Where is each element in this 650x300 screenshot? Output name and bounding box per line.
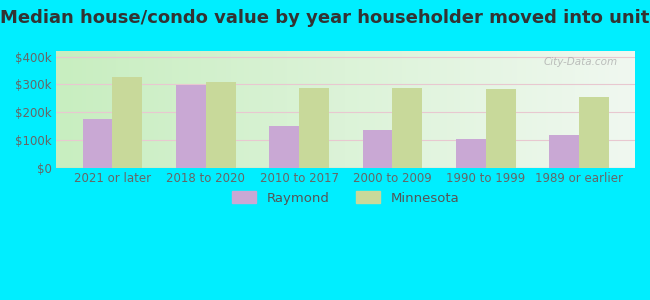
Text: City-Data.com: City-Data.com bbox=[543, 57, 618, 67]
Bar bbox=[206, 82, 236, 168]
Bar bbox=[83, 119, 112, 168]
Bar bbox=[269, 126, 299, 168]
Bar bbox=[486, 89, 515, 168]
Text: Median house/condo value by year householder moved into unit: Median house/condo value by year househo… bbox=[0, 9, 650, 27]
Bar bbox=[363, 130, 393, 168]
Bar bbox=[456, 139, 486, 168]
Bar bbox=[579, 97, 609, 168]
Bar bbox=[112, 77, 142, 168]
Bar bbox=[549, 135, 579, 168]
Legend: Raymond, Minnesota: Raymond, Minnesota bbox=[227, 186, 464, 210]
Bar bbox=[393, 88, 422, 168]
Bar bbox=[299, 88, 329, 168]
Bar bbox=[176, 85, 206, 168]
